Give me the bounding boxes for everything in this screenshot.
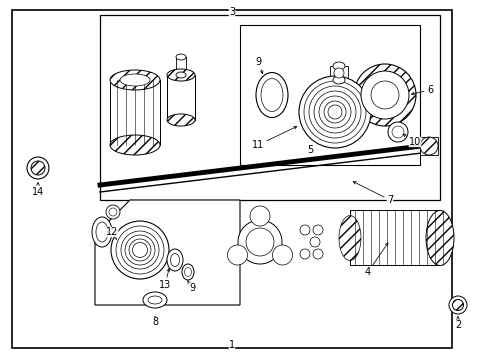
Bar bbox=[419, 137, 437, 155]
Ellipse shape bbox=[327, 105, 341, 119]
Bar bbox=[267, 62, 275, 70]
Ellipse shape bbox=[167, 114, 195, 126]
Ellipse shape bbox=[121, 231, 159, 269]
Ellipse shape bbox=[92, 217, 112, 247]
Circle shape bbox=[309, 237, 319, 247]
Circle shape bbox=[227, 245, 247, 265]
Text: 3: 3 bbox=[228, 7, 235, 17]
Text: 7: 7 bbox=[352, 182, 392, 205]
Ellipse shape bbox=[261, 78, 283, 112]
Ellipse shape bbox=[304, 81, 365, 143]
Bar bbox=[176, 57, 185, 75]
Circle shape bbox=[312, 225, 323, 235]
Circle shape bbox=[245, 228, 273, 256]
Circle shape bbox=[387, 122, 407, 142]
Circle shape bbox=[106, 205, 120, 219]
Circle shape bbox=[249, 206, 269, 226]
Ellipse shape bbox=[129, 239, 151, 261]
Text: 1: 1 bbox=[228, 340, 235, 350]
Ellipse shape bbox=[332, 62, 345, 70]
Bar bbox=[110, 80, 160, 145]
Circle shape bbox=[299, 249, 309, 259]
Ellipse shape bbox=[132, 243, 147, 257]
Ellipse shape bbox=[110, 135, 160, 155]
Polygon shape bbox=[95, 200, 240, 305]
Ellipse shape bbox=[338, 216, 360, 261]
Bar bbox=[167, 75, 195, 120]
Ellipse shape bbox=[332, 76, 345, 84]
Circle shape bbox=[32, 162, 44, 174]
Ellipse shape bbox=[370, 81, 398, 109]
Ellipse shape bbox=[182, 264, 194, 280]
Circle shape bbox=[27, 157, 49, 179]
Ellipse shape bbox=[176, 72, 185, 78]
Ellipse shape bbox=[111, 221, 169, 279]
Text: 5: 5 bbox=[306, 145, 312, 161]
Ellipse shape bbox=[96, 222, 108, 242]
Circle shape bbox=[109, 208, 117, 216]
Ellipse shape bbox=[167, 249, 183, 271]
Bar bbox=[12, 10, 451, 348]
Text: 13: 13 bbox=[159, 269, 171, 290]
Ellipse shape bbox=[125, 235, 155, 265]
Ellipse shape bbox=[184, 267, 191, 276]
Ellipse shape bbox=[120, 74, 150, 86]
Bar bbox=[329, 66, 347, 80]
Ellipse shape bbox=[308, 86, 360, 138]
Ellipse shape bbox=[256, 72, 287, 117]
Ellipse shape bbox=[31, 161, 45, 175]
Ellipse shape bbox=[353, 64, 415, 126]
Ellipse shape bbox=[167, 69, 195, 81]
Ellipse shape bbox=[451, 300, 463, 310]
Text: 9: 9 bbox=[187, 280, 195, 293]
Bar bbox=[100, 15, 439, 200]
Ellipse shape bbox=[142, 292, 167, 308]
Text: 6: 6 bbox=[411, 85, 432, 95]
Ellipse shape bbox=[419, 137, 437, 155]
Ellipse shape bbox=[110, 70, 160, 90]
Text: 12: 12 bbox=[105, 227, 118, 239]
Ellipse shape bbox=[170, 253, 179, 266]
Circle shape bbox=[333, 68, 343, 78]
Ellipse shape bbox=[148, 296, 162, 304]
Text: 8: 8 bbox=[152, 316, 158, 327]
Circle shape bbox=[452, 300, 462, 310]
Text: 2: 2 bbox=[454, 317, 460, 330]
Ellipse shape bbox=[324, 101, 346, 123]
Ellipse shape bbox=[313, 91, 355, 133]
Circle shape bbox=[272, 245, 292, 265]
Bar bbox=[240, 25, 419, 165]
Ellipse shape bbox=[116, 226, 163, 274]
Ellipse shape bbox=[298, 76, 370, 148]
Text: 10: 10 bbox=[402, 134, 420, 147]
Ellipse shape bbox=[360, 71, 408, 119]
Ellipse shape bbox=[425, 211, 453, 266]
Text: 11: 11 bbox=[251, 126, 296, 150]
Text: 4: 4 bbox=[364, 243, 387, 277]
Text: 14: 14 bbox=[32, 183, 44, 197]
Text: 9: 9 bbox=[254, 57, 263, 74]
Circle shape bbox=[448, 296, 466, 314]
Circle shape bbox=[312, 249, 323, 259]
Circle shape bbox=[238, 220, 282, 264]
Bar bbox=[349, 210, 439, 265]
Circle shape bbox=[391, 126, 403, 138]
Ellipse shape bbox=[176, 54, 185, 60]
Ellipse shape bbox=[318, 96, 350, 128]
Circle shape bbox=[299, 225, 309, 235]
